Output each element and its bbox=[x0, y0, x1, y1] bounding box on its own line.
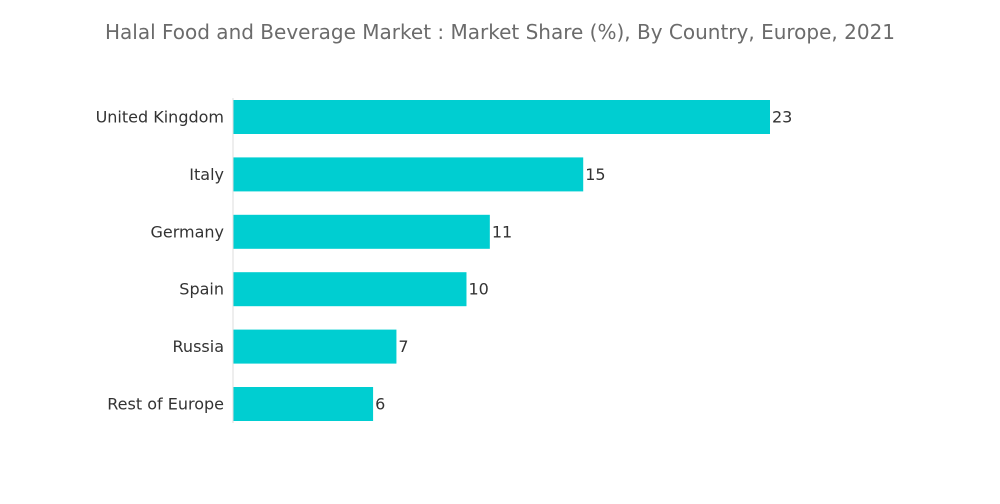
value-label: 6 bbox=[375, 395, 385, 414]
chart-title: Halal Food and Beverage Market : Market … bbox=[104, 20, 896, 44]
value-label: 7 bbox=[398, 337, 408, 356]
category-label: Germany bbox=[150, 222, 224, 241]
value-label: 10 bbox=[468, 280, 488, 299]
bar bbox=[233, 329, 397, 364]
category-label: Spain bbox=[179, 280, 224, 299]
category-label: Rest of Europe bbox=[107, 395, 224, 414]
bar bbox=[233, 214, 490, 249]
category-label: Italy bbox=[189, 165, 224, 184]
bars-group: United Kingdom 23 Italy 15 Germany 11 Spain 10 R… bbox=[96, 100, 792, 421]
bar bbox=[233, 100, 770, 134]
category-label: Russia bbox=[173, 337, 224, 356]
bar bbox=[233, 157, 584, 192]
category-label: United Kingdom bbox=[96, 108, 224, 127]
bar bbox=[233, 272, 467, 307]
value-label: 23 bbox=[772, 108, 792, 127]
value-label: 15 bbox=[585, 165, 605, 184]
bar bbox=[233, 387, 374, 421]
value-label: 11 bbox=[492, 222, 512, 241]
